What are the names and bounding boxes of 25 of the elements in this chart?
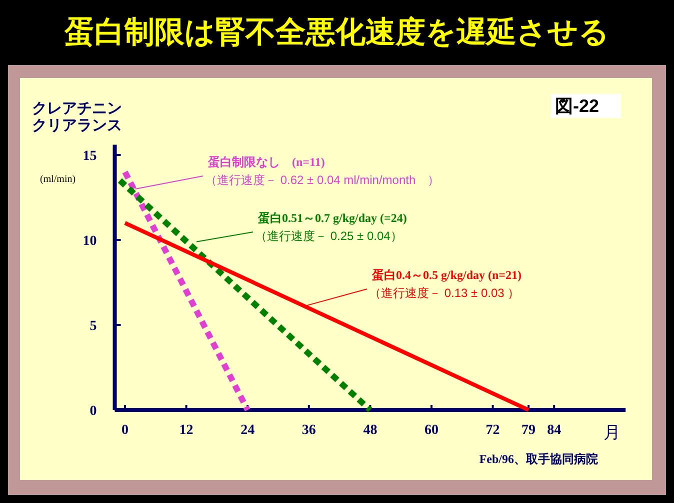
annotation: （進行速度－ 0.25 ± 0.04） <box>255 229 402 243</box>
annotation: （進行速度－ 0.13 ± 0.03 ） <box>369 286 520 300</box>
x-tick-label: 0 <box>122 423 128 438</box>
y-tick-label: 5 <box>90 319 97 334</box>
y-axis-title: クレアチニンクリアランス <box>32 100 122 134</box>
x-tick-label: 48 <box>363 423 378 438</box>
text: 蛋白0.51～0.7 g/kg/day (=24) <box>257 211 407 225</box>
x-tick-label: 72 <box>486 423 500 438</box>
x-axis-title: 月 <box>604 423 620 442</box>
x-tick-label: 79 <box>522 423 536 438</box>
x-tick-label: 60 <box>424 423 438 438</box>
text: (ml/min) <box>40 174 76 185</box>
x-tick-label: 36 <box>302 423 316 438</box>
annotation: （進行速度－ 0.62 ± 0.04 ml/min/month ） <box>205 173 440 187</box>
x-tick-label: 84 <box>547 423 562 438</box>
x-tick-label: 24 <box>240 423 255 438</box>
text: Feb/96、取手協同病院 <box>479 452 598 466</box>
y-tick-label: 0 <box>90 404 97 419</box>
text: 蛋白制限なし (n=11) <box>207 155 325 169</box>
text: 図-22 <box>555 96 600 116</box>
text: 蛋白0.4～0.5 g/kg/day (n=21) <box>371 268 522 282</box>
chart-title: 蛋白制限は腎不全悪化速度を遅延させる <box>64 15 610 49</box>
x-tick-label: 12 <box>179 423 194 438</box>
y-tick-label: 10 <box>82 234 97 249</box>
y-tick-label: 15 <box>82 149 97 164</box>
